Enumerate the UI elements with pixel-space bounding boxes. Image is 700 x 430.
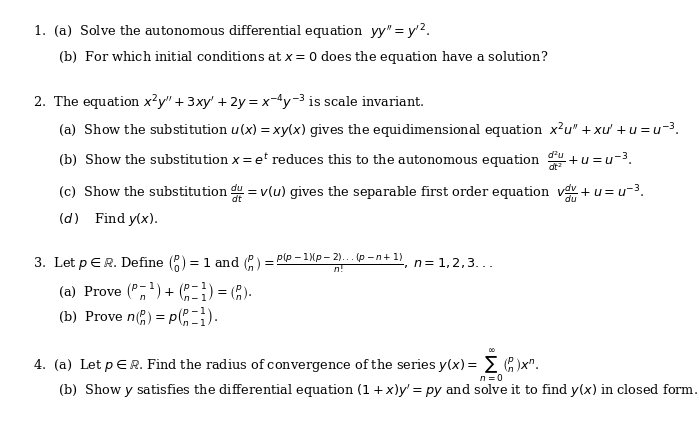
Text: 3.  Let $p \in \mathbb{R}$. Define $\binom{p}{0} = 1$ and $\binom{p}{n} = \frac{: 3. Let $p \in \mathbb{R}$. Define $\bino… [33,251,493,274]
Text: 2.  The equation $x^2y'' + 3xy' + 2y = x^{-4}y^{-3}$ is scale invariant.: 2. The equation $x^2y'' + 3xy' + 2y = x^… [33,93,425,112]
Text: (a)  Show the substitution $u(x) = xy(x)$ gives the equidimensional equation  $x: (a) Show the substitution $u(x) = xy(x)$… [58,121,680,141]
Text: (b)  Show the substitution $x = e^t$ reduces this to the autonomous equation  $\: (b) Show the substitution $x = e^t$ redu… [58,149,633,173]
Text: $(d\,)$    Find $y(x)$.: $(d\,)$ Find $y(x)$. [58,211,159,228]
Text: (c)  Show the substitution $\frac{du}{dt} = v(u)$ gives the separable first orde: (c) Show the substitution $\frac{du}{dt}… [58,182,645,204]
Text: 1.  (a)  Solve the autonomous differential equation  $yy'' = y'^{\,2}$.: 1. (a) Solve the autonomous differential… [33,22,430,42]
Text: (a)  Prove $\binom{p-1}{n} + \binom{p-1}{n-1} = \binom{p}{n}$.: (a) Prove $\binom{p-1}{n} + \binom{p-1}{… [58,280,253,303]
Text: 4.  (a)  Let $p \in \mathbb{R}$. Find the radius of convergence of the series $y: 4. (a) Let $p \in \mathbb{R}$. Find the … [33,347,540,384]
Text: (b)  Prove $n\binom{p}{n} = p\binom{p-1}{n-1}$.: (b) Prove $n\binom{p}{n} = p\binom{p-1}{… [58,307,218,330]
Text: (b)  Show $y$ satisfies the differential equation $(1+x)y' = py$ and solve it to: (b) Show $y$ satisfies the differential … [58,381,699,399]
Text: (b)  For which initial conditions at $x = 0$ does the equation have a solution?: (b) For which initial conditions at $x =… [58,49,549,65]
